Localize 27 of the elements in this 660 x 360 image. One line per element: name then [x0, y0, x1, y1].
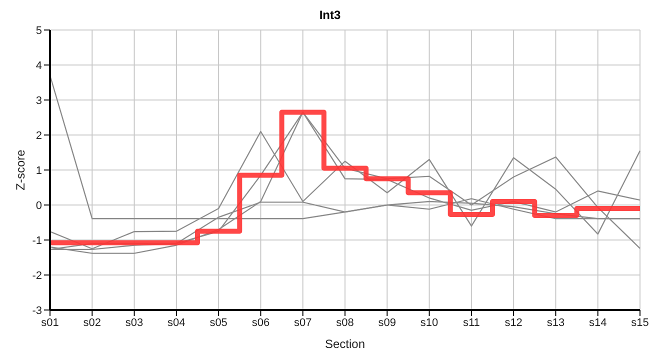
x-tick-label: s01: [41, 316, 59, 329]
x-tick-label: s14: [588, 316, 607, 329]
y-tick-label: -2: [32, 270, 42, 282]
x-tick-label: s02: [83, 316, 102, 329]
y-tick-label: 2: [36, 130, 42, 142]
x-tick-label: s13: [546, 316, 565, 329]
y-tick-label: 0: [36, 200, 42, 212]
x-tick-label: s05: [210, 316, 228, 329]
x-tick-label: s06: [252, 316, 270, 329]
x-tick-label: s12: [504, 316, 522, 329]
y-tick-label: 5: [36, 24, 42, 37]
x-tick-label: s11: [462, 316, 480, 329]
x-tick-label: s07: [294, 316, 312, 329]
y-tick-label: -3: [32, 304, 42, 317]
x-axis-title: Section: [324, 337, 366, 351]
y-tick-label: 1: [36, 164, 42, 177]
y-tick-label: 4: [36, 60, 42, 72]
x-tick-label: s15: [631, 316, 649, 329]
y-tick-label: 3: [36, 94, 42, 107]
x-tick-label: s08: [336, 316, 354, 329]
x-tick-label: s04: [168, 316, 186, 329]
x-tick-label: s03: [125, 316, 144, 329]
y-axis-title: Z-score: [13, 149, 28, 190]
x-tick-label: s10: [420, 316, 438, 329]
y-tick-label: -1: [32, 234, 42, 247]
x-tick-label: s09: [378, 316, 396, 329]
chart-title: Int3: [318, 8, 342, 24]
